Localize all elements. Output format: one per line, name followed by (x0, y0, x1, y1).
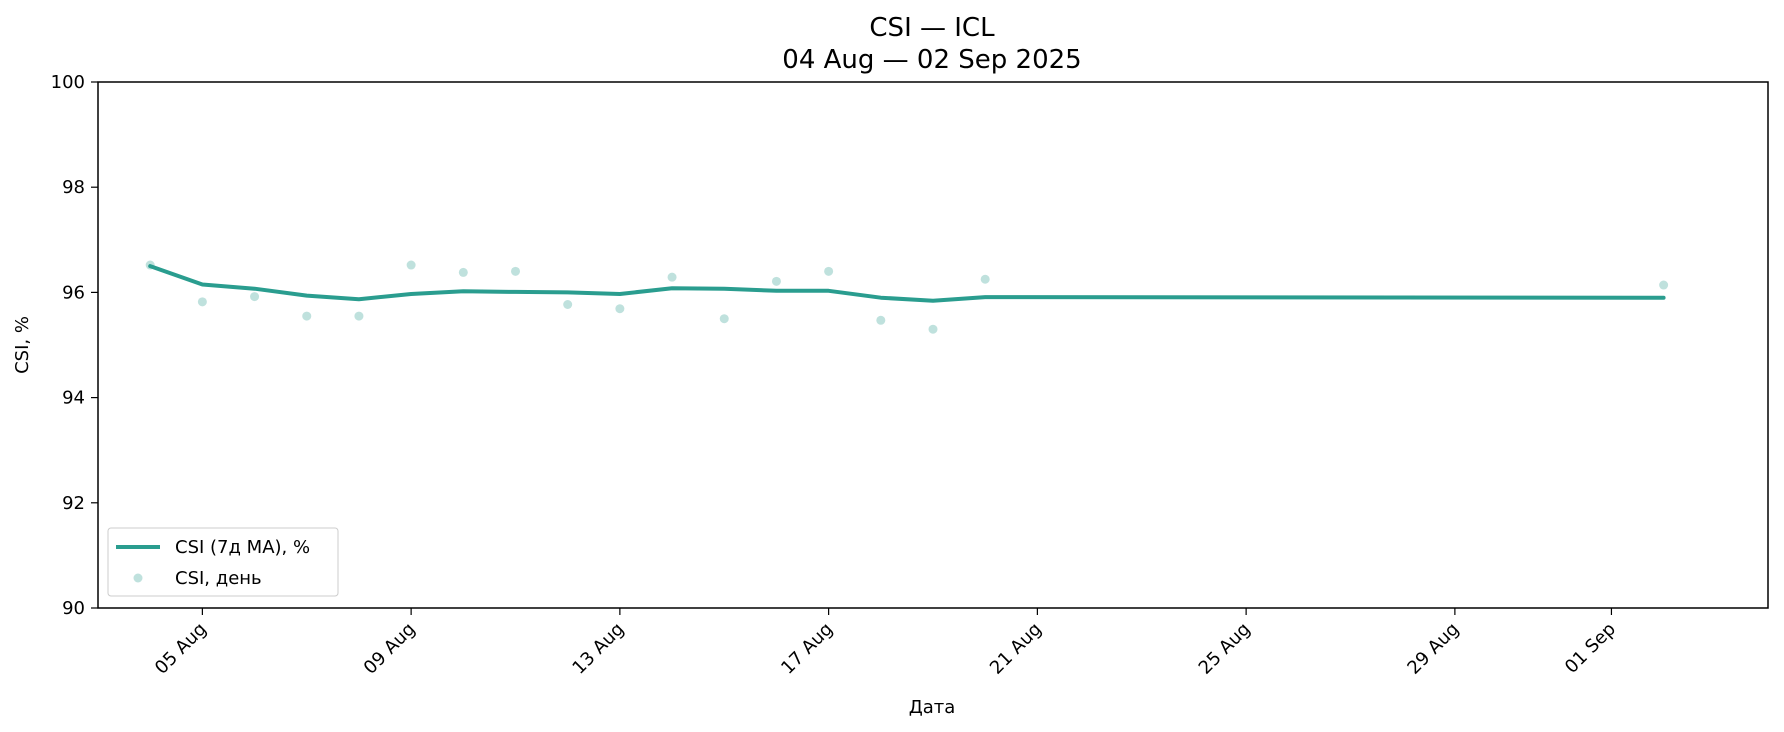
csi-daily-point (458, 267, 468, 277)
plot-frame (97, 81, 1769, 609)
y-tick-label: 92 (62, 493, 85, 514)
csi-daily-point (824, 266, 834, 276)
chart-title: CSI — ICL (869, 13, 995, 43)
csi-daily-point (719, 314, 729, 324)
y-tick-label: 100 (51, 72, 85, 93)
legend-dot-swatch (133, 573, 143, 583)
x-axis-label: Дата (909, 697, 956, 718)
csi-daily-point (1659, 280, 1669, 290)
csi-daily-point (771, 276, 781, 286)
y-tick-label: 98 (62, 177, 85, 198)
legend: CSI (7д MA), % CSI, день (107, 527, 339, 597)
csi-daily-point (615, 304, 625, 314)
csi-daily-point (511, 266, 520, 276)
csi-daily-point (197, 297, 207, 307)
y-axis-label: CSI, % (12, 316, 33, 374)
plot-area (145, 260, 1669, 334)
csi-daily-point (876, 315, 886, 325)
y-tick-label: 90 (62, 598, 85, 619)
chart-subtitle: 04 Aug — 02 Sep 2025 (782, 45, 1081, 75)
csi-daily-point (354, 311, 364, 321)
y-axis: 90 92 94 96 98 100 (51, 72, 98, 619)
csi-daily-point (667, 272, 677, 282)
y-tick-label: 96 (62, 282, 85, 303)
csi-ma-line (148, 264, 1666, 303)
csi-daily-point (250, 292, 260, 302)
csi-daily-point (406, 260, 416, 270)
legend-frame (107, 527, 339, 597)
csi-daily-point (980, 274, 990, 284)
legend-label-ma: CSI (7д MA), % (175, 537, 310, 558)
csi-daily-point (302, 311, 312, 321)
y-tick-label: 94 (62, 388, 85, 409)
csi-daily-point (563, 299, 573, 309)
csi-daily-point (928, 324, 938, 334)
legend-label-daily: CSI, день (175, 568, 262, 589)
